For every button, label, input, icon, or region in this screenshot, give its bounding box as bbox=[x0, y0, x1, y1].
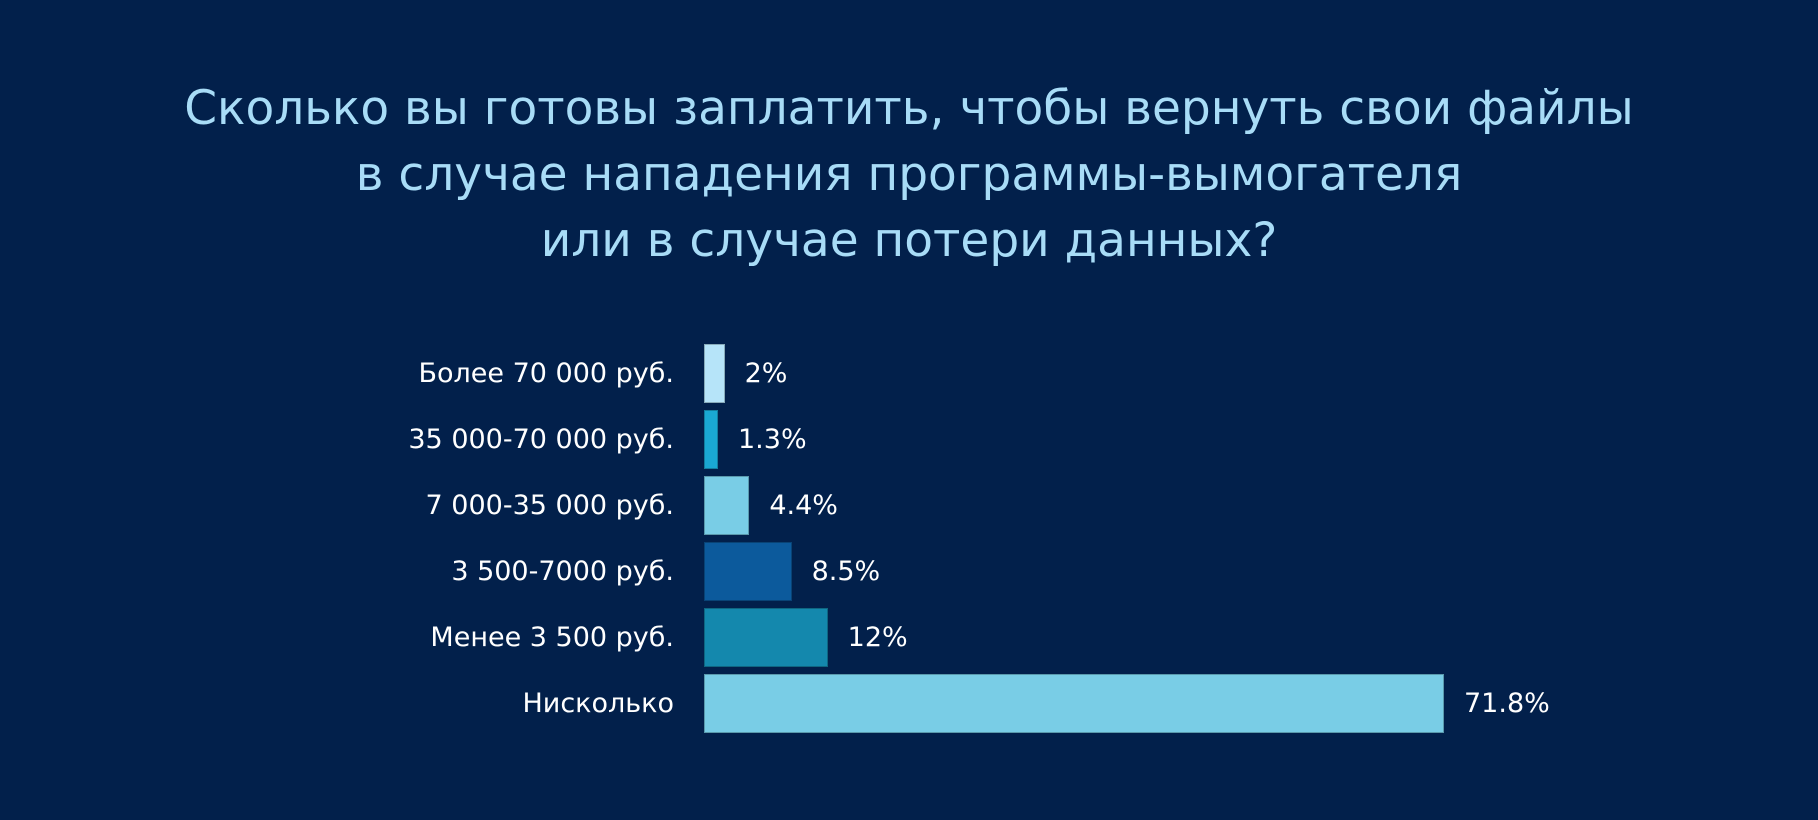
bar-row: 3 500-7000 руб. 8.5% bbox=[0, 541, 1818, 603]
chart-title: Сколько вы готовы заплатить, чтобы верну… bbox=[0, 76, 1818, 274]
bar-value-label: 12% bbox=[847, 622, 908, 653]
bar bbox=[704, 542, 792, 601]
title-line-1: Сколько вы готовы заплатить, чтобы верну… bbox=[184, 81, 1634, 136]
title-line-3: или в случае потери данных? bbox=[540, 213, 1278, 268]
bar-label: 35 000-70 000 руб. bbox=[408, 424, 674, 455]
bar-value-label: 2% bbox=[744, 358, 788, 389]
title-line-2: в случае нападения программы-вымогателя bbox=[355, 147, 1463, 202]
bar-value-label: 1.3% bbox=[738, 424, 807, 455]
bar-row: Более 70 000 руб. 2% bbox=[0, 343, 1818, 405]
bar-row: 35 000-70 000 руб. 1.3% bbox=[0, 409, 1818, 471]
bar bbox=[704, 410, 718, 469]
bar-value-label: 71.8% bbox=[1464, 688, 1550, 719]
bar-label: Нисколько bbox=[522, 688, 674, 719]
bar-label: Менее 3 500 руб. bbox=[430, 622, 674, 653]
bar-value-label: 8.5% bbox=[811, 556, 881, 587]
bar-label: 7 000-35 000 руб. bbox=[425, 490, 674, 521]
bar-label: Более 70 000 руб. bbox=[418, 358, 674, 389]
bar bbox=[704, 344, 725, 403]
bar bbox=[704, 674, 1444, 733]
bar-row: 7 000-35 000 руб. 4.4% bbox=[0, 475, 1818, 537]
bar-value-label: 4.4% bbox=[769, 490, 838, 521]
bar bbox=[704, 608, 828, 667]
bar-row: Менее 3 500 руб. 12% bbox=[0, 607, 1818, 669]
bar-row: Нисколько 71.8% bbox=[0, 673, 1818, 735]
bar bbox=[704, 476, 750, 535]
bar-label: 3 500-7000 руб. bbox=[451, 556, 674, 587]
